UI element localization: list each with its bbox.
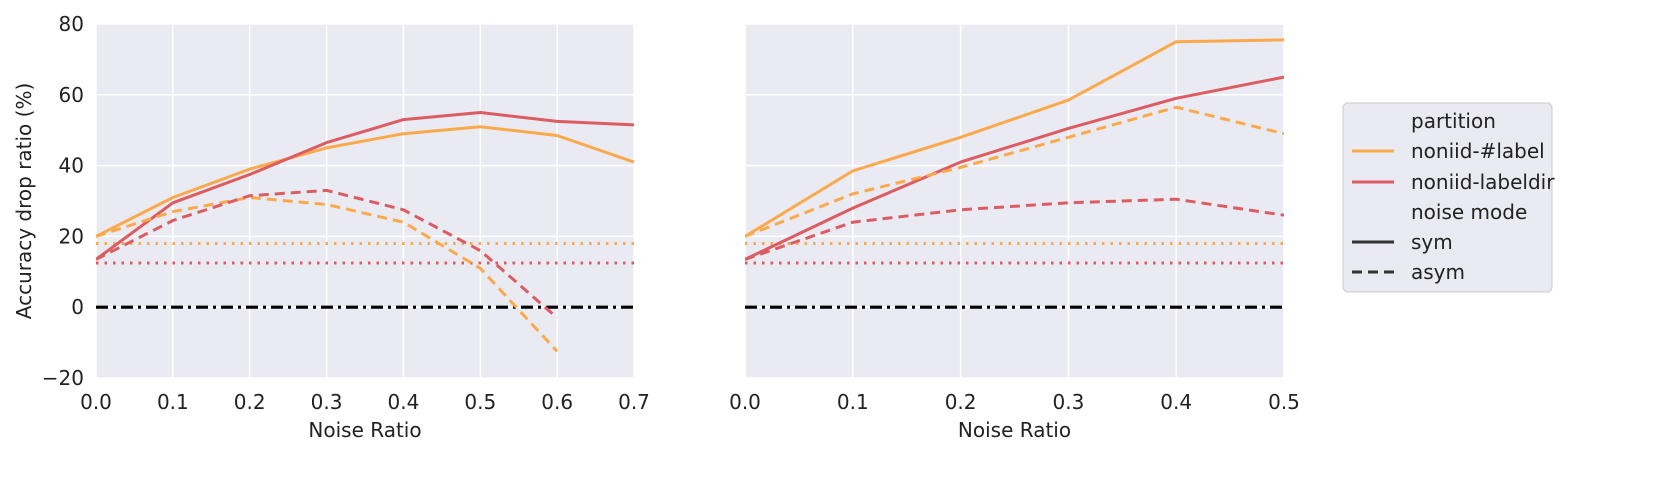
x-tick-label: 0.5	[464, 390, 496, 414]
y-tick-label: 20	[59, 224, 84, 248]
x-axis-label: Noise Ratio	[308, 418, 421, 442]
x-tick-label: 0.0	[80, 390, 112, 414]
legend: partition noniid-#label noniid-labeldir noi…	[1342, 102, 1555, 293]
series-line-noniid-label-sym	[745, 38, 1284, 238]
x-tick-label: 0.6	[541, 390, 573, 414]
y-tick-label: 0	[71, 295, 84, 319]
legend-label-sym: sym	[1411, 230, 1453, 254]
chart-right: 0.0 0.1 0.2 0.3 0.4 0.5 Noise Ratio	[729, 23, 1300, 442]
legend-title-partition: partition	[1411, 109, 1496, 133]
x-tick-label: 0.2	[945, 390, 977, 414]
y-tick-label: 60	[59, 83, 84, 107]
x-tick-label: 0.2	[234, 390, 266, 414]
x-tick-label: 0.1	[157, 390, 189, 414]
legend-label-asym: asym	[1411, 260, 1465, 284]
series-line-noniid-labeldir-sym	[745, 75, 1284, 261]
series-line-noniid-labeldir-asym	[745, 197, 1284, 261]
x-tick-label: 0.3	[1052, 390, 1084, 414]
y-tick-label: 80	[59, 12, 84, 36]
chart-left: 0.0 0.1 0.2 0.3 0.4 0.5 0.6 0.7 −20 0 20 40 60 80 Accu…	[12, 12, 650, 442]
series-group	[96, 111, 634, 353]
x-tick-label: 0.4	[388, 390, 420, 414]
x-tick-label: 0.7	[618, 390, 650, 414]
x-axis-label: Noise Ratio	[958, 418, 1071, 442]
x-tick-label: 0.0	[729, 390, 761, 414]
x-tick-label: 0.3	[311, 390, 343, 414]
legend-box	[1342, 102, 1553, 293]
x-tick-label: 0.1	[837, 390, 869, 414]
series-line-noniid-label-asym	[96, 196, 559, 353]
y-tick-label: −20	[42, 366, 84, 390]
series-line-noniid-label-sym	[96, 125, 634, 238]
x-tick-label: 0.4	[1160, 390, 1192, 414]
series-group	[745, 38, 1284, 309]
series-line-noniid-labeldir-sym	[96, 111, 634, 261]
plot-area	[96, 24, 634, 378]
series-line-noniid-label-asym	[745, 105, 1284, 238]
y-tick-label: 40	[59, 154, 84, 178]
y-axis-label: Accuracy drop ratio (%)	[12, 83, 36, 320]
plot-area	[745, 24, 1284, 378]
x-tick-label: 0.5	[1268, 390, 1300, 414]
legend-title-noise-mode: noise mode	[1411, 200, 1527, 224]
legend-label-noniid-label: noniid-#label	[1411, 139, 1545, 163]
legend-label-noniid-labeldir: noniid-labeldir	[1411, 170, 1555, 194]
series-line-noniid-labeldir-asym	[96, 188, 559, 319]
